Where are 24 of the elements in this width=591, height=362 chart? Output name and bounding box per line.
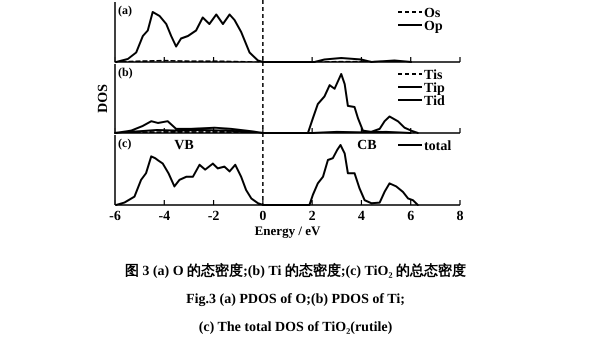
caption: 图 3 (a) O 的态密度;(b) Ti 的态密度;(c) TiO₂ 的总态密度 xyxy=(124,262,466,279)
caption: Fig.3 (a) PDOS of O;(b) PDOS of Ti; xyxy=(186,292,405,307)
text: (c) The total DOS of TiO₂(rutile) xyxy=(198,320,393,335)
x-tick-label: -2 xyxy=(208,209,220,224)
x-tick-label: -6 xyxy=(109,209,121,224)
chart-title: (a) xyxy=(118,3,132,17)
legend-label: Op xyxy=(424,19,443,34)
x-tick-label: 6 xyxy=(407,209,414,224)
x-axis-title: Energy / eV xyxy=(254,223,321,238)
legend-label: total xyxy=(424,139,452,154)
legend-label: Tid xyxy=(424,94,445,109)
legend-label: Tis xyxy=(424,68,443,83)
x-tick-label: 2 xyxy=(308,209,316,224)
x-tick-label: 4 xyxy=(358,209,365,224)
annotation: VB xyxy=(174,138,194,153)
x-tick-label: 0 xyxy=(259,209,266,224)
legend-label: Os xyxy=(424,6,441,21)
chart-title: (b) xyxy=(118,65,133,79)
x-tick-label: 8 xyxy=(456,209,464,224)
annotation: CB xyxy=(357,138,377,153)
y-axis-title: DOS xyxy=(96,84,111,113)
legend-label: Tip xyxy=(424,81,445,96)
x-tick-label: -4 xyxy=(158,209,170,224)
chart-title: (c) xyxy=(118,136,132,150)
